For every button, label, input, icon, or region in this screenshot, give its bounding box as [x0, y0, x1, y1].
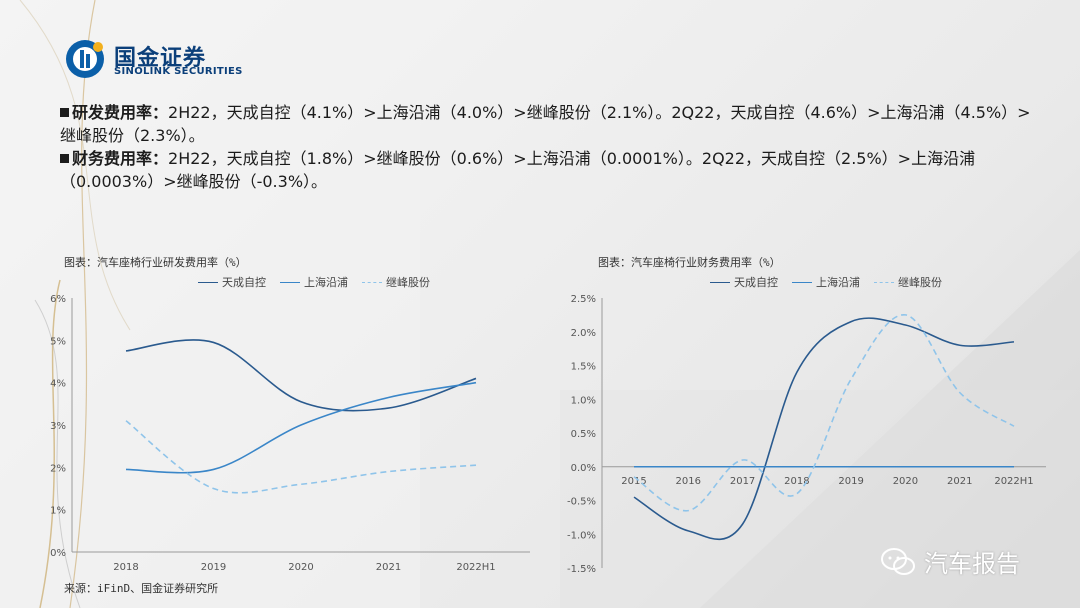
series-line-2 [125, 381, 477, 474]
x-tick-label: 2016 [676, 476, 701, 487]
x-tick-label: 2018 [784, 476, 809, 487]
y-tick-label: -0.5% [567, 497, 596, 508]
logo-chinese-name: 国金证券 [114, 46, 207, 71]
y-tick-label: 4% [50, 379, 66, 390]
series-line-1 [633, 317, 1015, 541]
y-tick-label: 1.5% [571, 362, 596, 373]
chart-1-title: 图表：汽车座椅行业研发费用率（%） [64, 256, 247, 269]
x-tick-label: 2022H1 [994, 476, 1033, 487]
y-tick-label: 0% [50, 548, 66, 559]
bullet-label: 研发费用率： [72, 103, 169, 122]
summary-bullets: 研发费用率：2H22，天成自控（4.1%）>上海沿浦（4.0%）>继峰股份（2.… [60, 101, 1035, 193]
legend-label: 上海沿浦 [304, 276, 348, 289]
chart-1-svg: 0% 1% 2% 3% 4% 5% 6% 2018 2019 2020 2021 2022H1 [50, 294, 530, 573]
legend-item: 天成自控 [710, 274, 778, 290]
x-tick-label: 2021 [947, 476, 972, 487]
bullet-square-icon [60, 154, 69, 163]
y-tick-label: 6% [50, 294, 66, 305]
y-tick-label: 0.0% [571, 463, 596, 474]
x-tick-label: 2015 [621, 476, 646, 487]
bullet-text: 2H22，天成自控（4.1%）>上海沿浦（4.0%）>继峰股份（2.1%）。2Q… [60, 103, 1031, 145]
bullet-rd-expense: 研发费用率：2H22，天成自控（4.1%）>上海沿浦（4.0%）>继峰股份（2.… [60, 101, 1035, 147]
x-tick-label: 2018 [113, 562, 138, 573]
chart-2-legend: 天成自控 上海沿浦 继峰股份 [710, 274, 942, 290]
legend-item: 上海沿浦 [280, 274, 348, 290]
y-tick-label: -1.5% [567, 564, 596, 575]
y-tick-label: 0.5% [571, 429, 596, 440]
series-line-3 [633, 314, 1015, 512]
chart-1-legend: 天成自控 上海沿浦 继峰股份 [198, 274, 430, 290]
watermark-text: 汽车报告 [924, 550, 1020, 578]
y-tick-label: 2.0% [571, 328, 596, 339]
x-tick-label: 2019 [201, 562, 226, 573]
bullet-text: 2H22，天成自控（1.8%）>继峰股份（0.6%）>上海沿浦（0.0001%）… [60, 149, 976, 191]
legend-swatch [792, 281, 812, 283]
wechat-icon [881, 547, 915, 575]
logo-mark-icon [66, 40, 104, 78]
y-tick-label: 1% [50, 506, 66, 517]
watermark: 汽车报告 [880, 544, 1020, 579]
chart-2-title: 图表：汽车座椅行业财务费用率（%） [598, 256, 781, 269]
legend-label: 继峰股份 [386, 276, 430, 289]
legend-item: 天成自控 [198, 274, 266, 290]
x-tick-label: 2020 [288, 562, 313, 573]
legend-swatch [362, 281, 382, 283]
y-tick-label: 2.5% [571, 294, 596, 305]
legend-swatch [198, 281, 218, 283]
source-note: 来源：iFinD、国金证券研究所 [64, 582, 219, 595]
x-tick-label: 2019 [838, 476, 863, 487]
legend-swatch [874, 281, 894, 283]
y-tick-label: 5% [50, 336, 66, 347]
logo-english-name: SINOLINK SECURITIES [114, 66, 243, 77]
legend-swatch [710, 281, 730, 283]
y-tick-label: -1.0% [567, 530, 596, 541]
legend-label: 天成自控 [734, 276, 778, 289]
legend-swatch [280, 281, 300, 283]
bullet-label: 财务费用率： [72, 149, 169, 168]
x-tick-label: 2017 [730, 476, 755, 487]
legend-label: 上海沿浦 [816, 276, 860, 289]
series-line-3 [125, 420, 477, 494]
bullet-square-icon [60, 108, 69, 117]
legend-item: 继峰股份 [362, 274, 430, 290]
company-logo: 国金证券 SINOLINK SECURITIES [64, 38, 264, 84]
legend-label: 天成自控 [222, 276, 266, 289]
legend-label: 继峰股份 [898, 276, 942, 289]
bullet-finance-expense: 财务费用率：2H22，天成自控（1.8%）>继峰股份（0.6%）>上海沿浦（0.… [60, 147, 1035, 193]
chart-2-svg: -1.5% -1.0% -0.5% 0.0% 0.5% 1.0% 1.5% 2.0% 2.5% 2… [567, 294, 1046, 575]
x-tick-label: 2020 [893, 476, 918, 487]
series-line-1 [125, 339, 477, 412]
y-tick-label: 3% [50, 421, 66, 432]
x-tick-label: 2022H1 [456, 562, 495, 573]
x-tick-label: 2021 [376, 562, 401, 573]
legend-item: 继峰股份 [874, 274, 942, 290]
y-tick-label: 2% [50, 463, 66, 474]
legend-item: 上海沿浦 [792, 274, 860, 290]
y-tick-label: 1.0% [571, 395, 596, 406]
